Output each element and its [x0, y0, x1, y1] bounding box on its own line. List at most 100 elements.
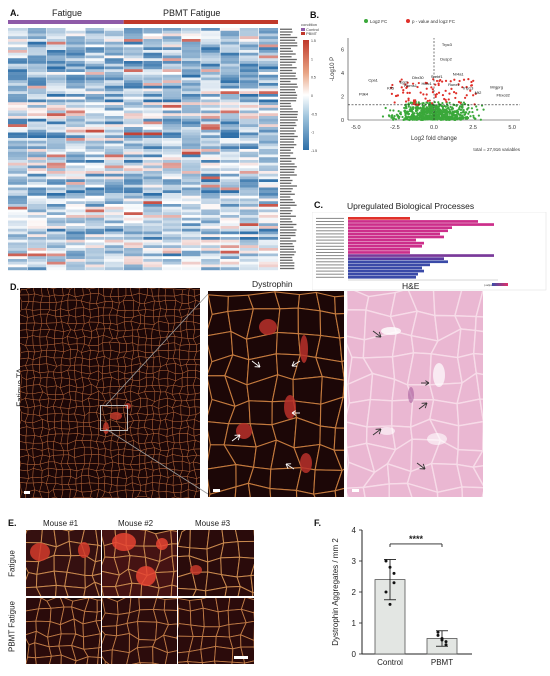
bio-term-label	[316, 233, 344, 235]
volcano-point	[479, 118, 482, 121]
heatmap-cell	[65, 245, 86, 249]
volcano-point-sig	[425, 93, 428, 96]
muscle-fiber	[69, 391, 77, 401]
bio-term-label	[316, 267, 344, 269]
heatmap-cell	[200, 267, 221, 271]
heatmap-cell	[104, 209, 124, 213]
heatmap-cell	[220, 140, 240, 144]
arrow-marker	[416, 462, 426, 470]
heatmap-cell	[181, 195, 202, 199]
heatmap-cell	[220, 256, 240, 260]
muscle-fiber	[234, 482, 251, 497]
heatmap-cell	[258, 149, 278, 152]
bio-bar	[348, 272, 418, 276]
heatmap-cell	[258, 173, 278, 177]
volcano-point	[416, 106, 419, 110]
heatmap-cell	[46, 28, 67, 31]
muscle-fiber	[472, 465, 483, 487]
heatmap-row-label-mark	[280, 83, 297, 85]
volcano-point	[422, 112, 425, 115]
heatmap-cell	[27, 217, 47, 221]
muscle-fiber	[171, 555, 177, 573]
heatmap-cell	[220, 184, 240, 188]
heatmap-cell	[143, 72, 163, 75]
heatmap-cell	[27, 91, 47, 95]
heatmap-cell	[200, 47, 221, 51]
muscle-fiber	[334, 312, 344, 339]
heatmap-cell	[258, 154, 278, 158]
data-point	[444, 643, 448, 647]
heatmap-cell	[162, 129, 182, 133]
heatmap-cell	[104, 132, 124, 136]
heatmap-cell	[162, 55, 182, 59]
heatmap-cell	[258, 77, 278, 81]
bio-bar	[348, 232, 440, 236]
heatmap-cell	[85, 58, 105, 62]
arrow-marker	[425, 380, 430, 384]
heatmap-cell	[46, 154, 67, 158]
heatmap-cell	[27, 215, 47, 218]
arrow-marker	[231, 434, 241, 442]
volcano-point	[393, 114, 396, 118]
heatmap-cell	[27, 151, 47, 155]
heatmap-cell	[27, 237, 47, 240]
heatmap-legend-swatch-pbmt	[301, 32, 305, 35]
heatmap-row-label-mark	[280, 207, 291, 209]
heatmap-cell	[123, 187, 144, 191]
heatmap-cell	[85, 52, 105, 56]
heatmap-cell	[123, 228, 144, 232]
heatmap-cell	[27, 149, 47, 152]
heatmap-row-label-mark	[280, 105, 292, 107]
bio-term-label	[316, 242, 344, 244]
bio-bar	[348, 244, 422, 248]
heatmap-cell	[200, 96, 221, 100]
heatmap-cell	[46, 168, 67, 172]
heatmap-cell	[143, 187, 163, 191]
heatmap-cell	[181, 69, 202, 73]
data-point	[444, 640, 448, 644]
bio-bar	[348, 263, 430, 267]
heatmap-cell	[258, 220, 278, 224]
scale-bar	[213, 489, 220, 492]
heatmap-cell	[239, 121, 259, 125]
heatmap-cell	[200, 33, 221, 37]
heatmap-cell	[200, 118, 221, 122]
dystrophin-title: Dystrophin	[252, 279, 293, 289]
heatmap-cell	[239, 69, 259, 73]
muscle-fiber	[91, 573, 101, 586]
heatmap-cell	[143, 184, 163, 188]
muscle-fiber	[61, 469, 72, 478]
heatmap-cell	[200, 52, 221, 56]
heatmap-cell	[65, 176, 86, 180]
heatmap-cell	[220, 195, 240, 199]
heatmap-cell	[65, 107, 86, 111]
dystrophin-aggregate	[300, 335, 308, 363]
heatmap-cell	[143, 69, 163, 73]
muscle-fiber	[244, 660, 254, 664]
heatmap-cell	[27, 138, 47, 141]
heatmap-row-label-mark	[280, 78, 298, 80]
bio-term-label	[316, 252, 344, 253]
heatmap-cell	[104, 88, 124, 92]
volcano-point-sig	[406, 85, 409, 88]
volcano-point	[394, 118, 398, 121]
bar-y-tick-label: 3	[352, 557, 357, 566]
arrow-marker	[378, 428, 382, 435]
heatmap-cell	[46, 171, 67, 174]
heatmap-cell	[200, 146, 221, 150]
dystrophin-aggregate	[110, 412, 122, 420]
muscle-fiber	[35, 584, 57, 596]
volcano-gene-label: Trip13	[462, 86, 474, 91]
heatmap-cell	[220, 187, 240, 191]
heatmap-cell	[104, 242, 124, 246]
heatmap-cell	[220, 44, 240, 48]
heatmap-cell	[27, 250, 47, 254]
heatmap-cell	[181, 162, 202, 166]
muscle-fiber	[200, 645, 217, 664]
heatmap-cell	[239, 256, 259, 260]
heatmap-cell	[85, 237, 105, 240]
heatmap-cell	[258, 110, 278, 114]
volcano-y-label: -Log10 P	[330, 57, 336, 81]
muscle-fiber	[125, 489, 134, 498]
heatmap-cell	[65, 58, 86, 62]
